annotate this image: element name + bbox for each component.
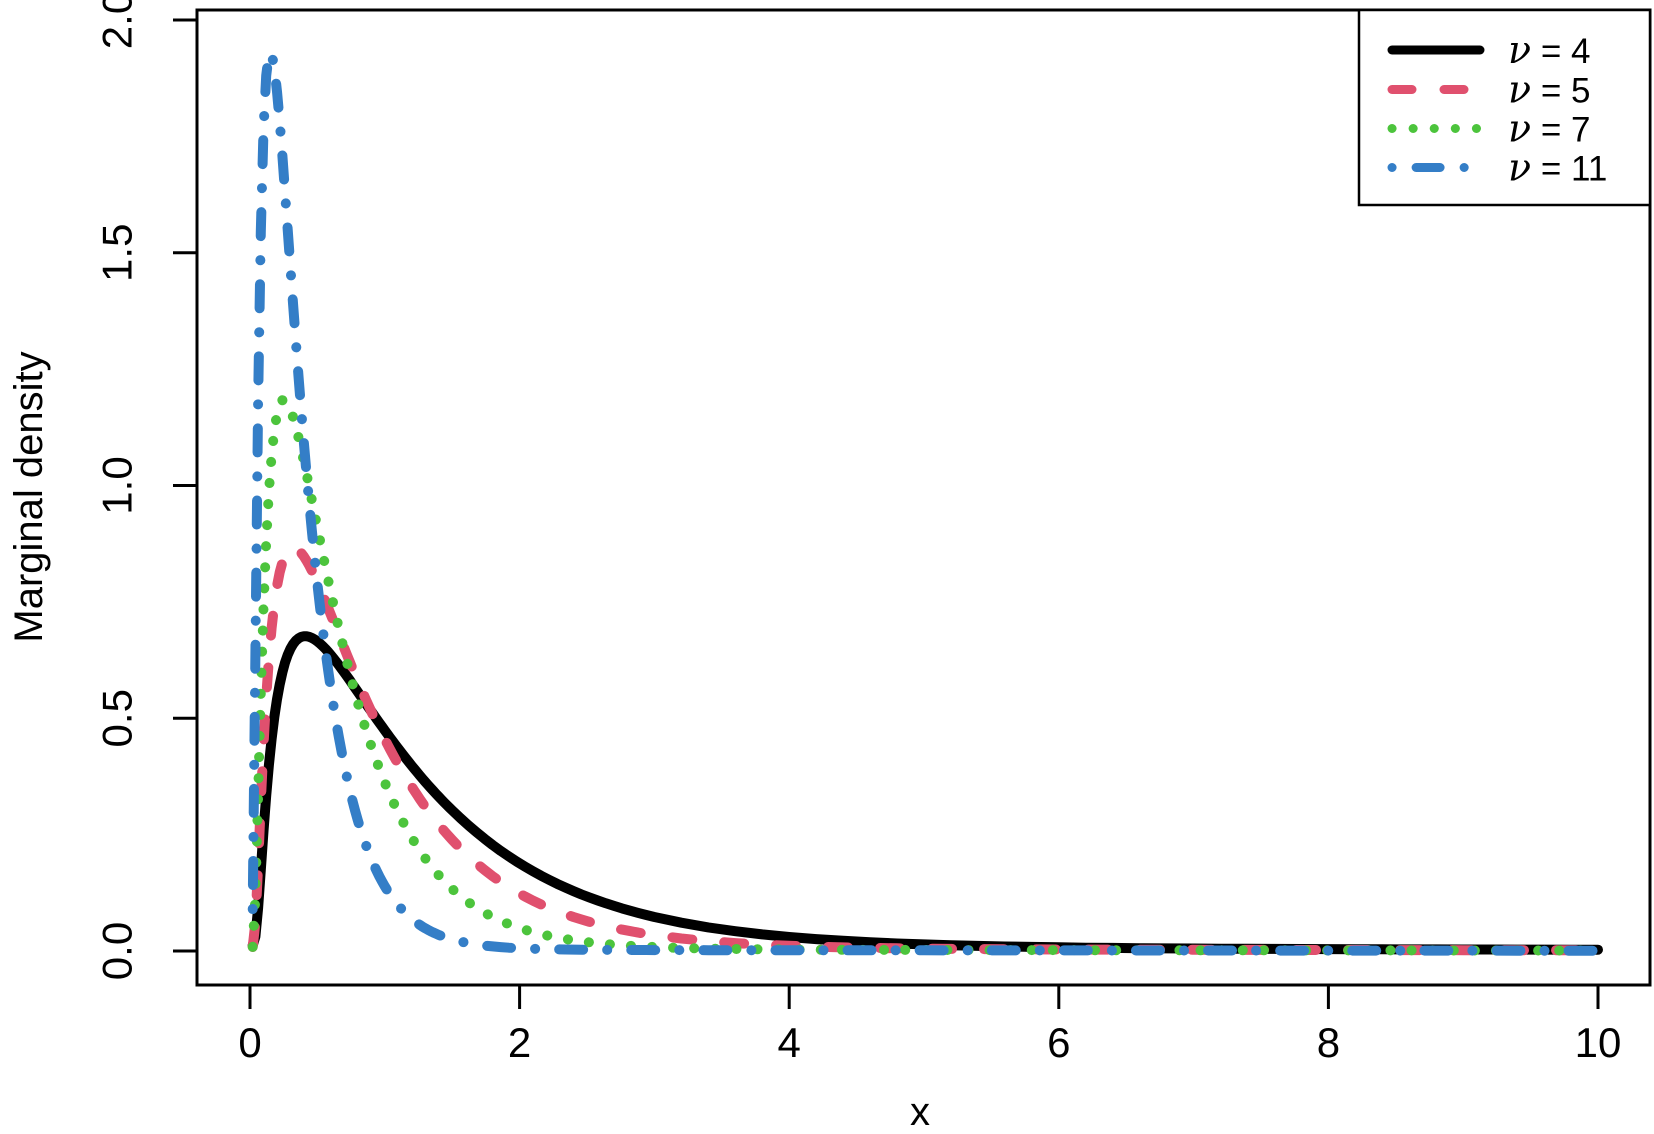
legend-row-nu-5: ν = 5 xyxy=(1387,68,1590,112)
curve-nu-4 xyxy=(247,631,1603,955)
y-axis-tick-label: 2.0 xyxy=(94,0,141,49)
legend-row-nu-11: ν = 11 xyxy=(1387,146,1607,190)
curves-group xyxy=(247,48,1603,956)
x-axis-title: x xyxy=(910,1090,930,1134)
x-axis-tick-label: 6 xyxy=(1047,1019,1070,1066)
legend-nu-symbol: ν xyxy=(1508,28,1531,72)
legend-label-nu-7: ν = 7 xyxy=(1508,107,1590,151)
legend-label-nu-5: ν = 5 xyxy=(1508,68,1590,112)
legend-row-nu-7: ν = 7 xyxy=(1387,107,1590,151)
x-axis: 0 2 4 6 8 10 xyxy=(238,985,1621,1066)
x-axis-tick-label: 0 xyxy=(238,1019,261,1066)
y-axis-tick-label: 1.0 xyxy=(94,456,141,514)
x-axis-tick-label: 2 xyxy=(508,1019,531,1066)
x-axis-tick-label: 10 xyxy=(1575,1019,1622,1066)
legend-label-value: = 7 xyxy=(1531,111,1590,150)
x-axis-tick-label: 4 xyxy=(778,1019,801,1066)
y-axis-title: Marginal density xyxy=(7,351,51,642)
y-axis: 0.0 0.5 1.0 1.5 2.0 xyxy=(94,0,197,980)
x-axis-tick-label: 8 xyxy=(1317,1019,1340,1066)
legend-nu-symbol: ν xyxy=(1508,68,1531,112)
legend-label-nu-11: ν = 11 xyxy=(1508,146,1607,190)
legend-box xyxy=(1357,8,1652,207)
y-axis-tick-label: 0.0 xyxy=(94,922,141,980)
curve-nu-11 xyxy=(247,48,1603,956)
legend-nu-symbol: ν xyxy=(1508,107,1531,151)
legend-label-value: = 11 xyxy=(1531,150,1607,189)
legend-label-nu-4: ν = 4 xyxy=(1508,28,1590,72)
curve-nu-7 xyxy=(247,395,1603,956)
legend-row-nu-4: ν = 4 xyxy=(1387,28,1590,72)
plot-box xyxy=(195,8,1652,987)
legend: ν = 4ν = 5ν = 7ν = 11 xyxy=(1357,8,1652,207)
y-axis-tick-label: 0.5 xyxy=(94,689,141,747)
legend-rows: ν = 4ν = 5ν = 7ν = 11 xyxy=(1387,28,1607,190)
legend-nu-symbol: ν xyxy=(1508,146,1531,190)
legend-label-value: = 4 xyxy=(1531,32,1590,71)
legend-label-value: = 5 xyxy=(1531,72,1590,111)
y-axis-tick-label: 1.5 xyxy=(94,224,141,282)
